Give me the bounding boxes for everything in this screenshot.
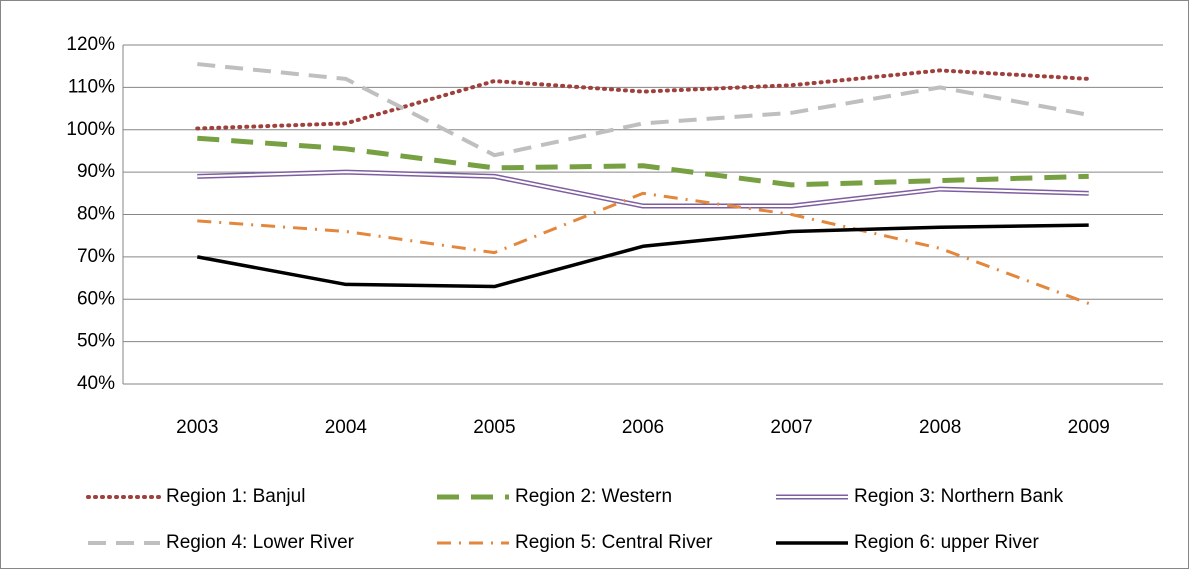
series-line xyxy=(195,68,1091,131)
y-tick-label: 120% xyxy=(66,34,115,55)
series-line xyxy=(197,191,1090,305)
x-tick-label: 2009 xyxy=(1068,417,1110,438)
legend-label: Region 2: Western xyxy=(515,486,672,507)
series-line xyxy=(197,135,1089,188)
x-tick-label: 2003 xyxy=(176,417,218,438)
x-tick-label: 2008 xyxy=(919,417,961,438)
legend-label: Region 4: Lower River xyxy=(166,532,355,553)
y-tick-label: 60% xyxy=(77,288,115,309)
y-tick-label: 90% xyxy=(77,161,115,182)
x-tick-label: 2006 xyxy=(622,417,664,438)
series-line xyxy=(196,223,1089,289)
y-tick-label: 100% xyxy=(66,119,115,140)
x-tick-label: 2005 xyxy=(473,417,515,438)
x-tick-label: 2004 xyxy=(325,417,368,438)
legend-label: Region 3: Northern Bank xyxy=(854,486,1064,507)
y-tick-label: 40% xyxy=(77,373,115,394)
y-tick-label: 110% xyxy=(68,76,115,97)
legend-label: Region 1: Banjul xyxy=(166,486,305,507)
legend-label: Region 6: upper River xyxy=(854,532,1039,553)
y-tick-label: 80% xyxy=(77,204,115,225)
legend-label: Region 5: Central River xyxy=(515,532,713,553)
y-tick-label: 70% xyxy=(77,246,115,267)
series-line-inner xyxy=(197,171,1089,208)
x-tick-label: 2007 xyxy=(770,417,812,438)
series-line xyxy=(197,62,1090,158)
y-tick-label: 50% xyxy=(77,331,115,352)
